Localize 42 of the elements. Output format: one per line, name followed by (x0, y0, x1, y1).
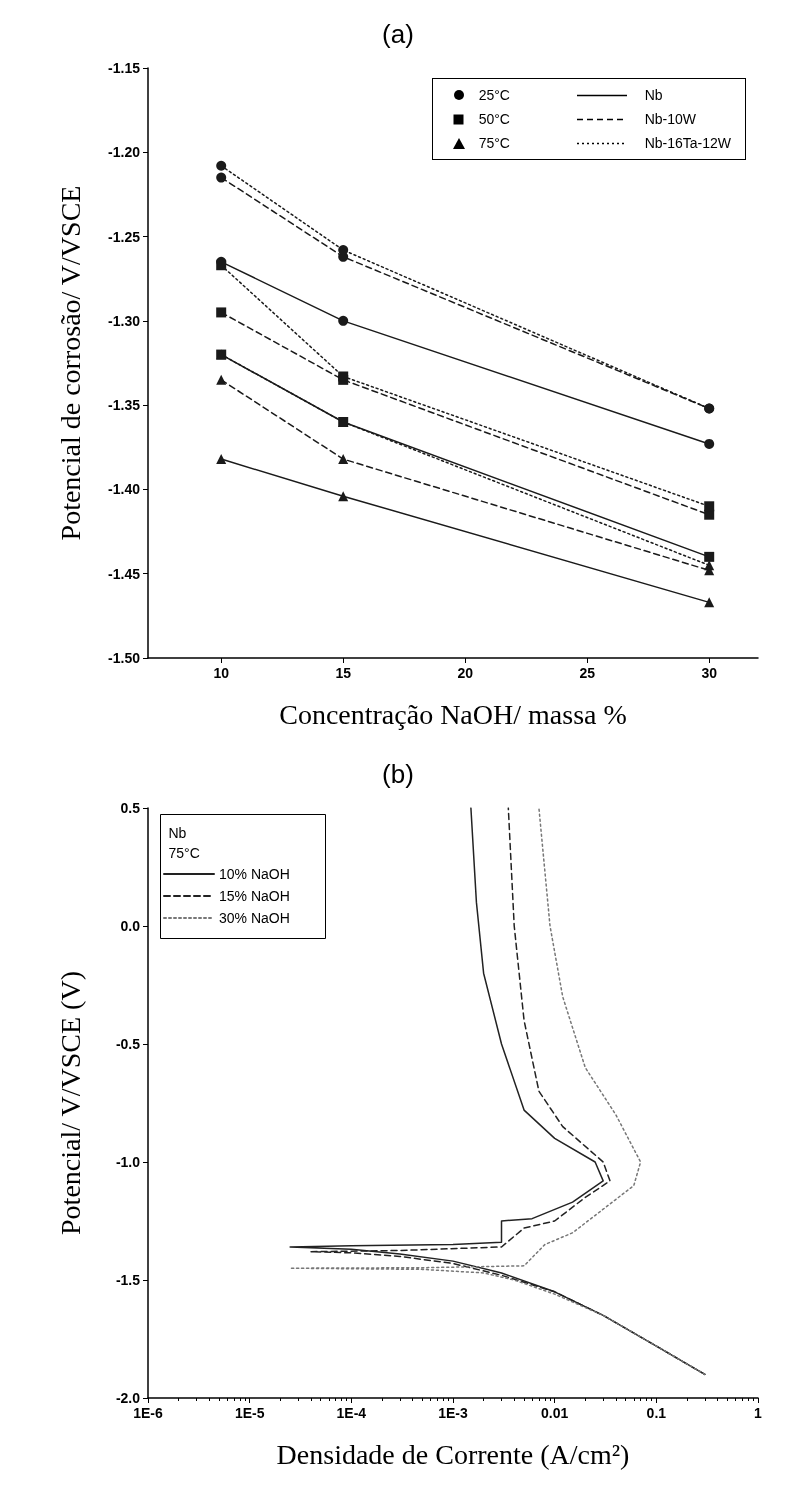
chart-title: (b) (382, 759, 414, 789)
annotation: Nb-16Ta-12W (644, 135, 731, 151)
y-tick-label: -1.25 (108, 228, 141, 245)
annotation: 75°C (478, 135, 511, 151)
annotation: 25°C (478, 87, 511, 103)
x-tick-label: 15 (335, 665, 352, 681)
x-tick-label: 0.01 (541, 1405, 569, 1421)
legend-label: 10% NaOH (219, 866, 290, 882)
y-tick-label: -2.0 (115, 1390, 141, 1406)
chart-title: (a) (382, 19, 414, 49)
x-tick-label: 25 (579, 665, 596, 681)
x-tick-label: 1 (754, 1405, 763, 1421)
y-tick-label: -1.20 (108, 144, 141, 161)
y-tick-label: -1.45 (108, 565, 141, 582)
legend-title: Nb 75°C (168, 824, 200, 861)
y-tick-label: -1.0 (115, 1154, 141, 1170)
x-tick-label: 1E-5 (234, 1405, 265, 1421)
y-tick-label: -0.5 (115, 1036, 141, 1052)
legend-label: 30% NaOH (219, 910, 290, 926)
y-axis-title: Potencial de corrosão/ V/VSCE (54, 185, 86, 541)
x-tick-label: 0.1 (646, 1405, 667, 1421)
y-tick-label: -1.35 (108, 397, 141, 414)
y-tick-label: 0.0 (120, 918, 141, 934)
annotation: 50°C (478, 111, 511, 127)
x-tick-label: 10 (213, 665, 230, 681)
y-tick-label: -1.40 (108, 481, 141, 498)
y-tick-label: 0.5 (120, 800, 141, 816)
y-tick-label: -1.15 (108, 60, 141, 76)
x-tick-label: 20 (457, 665, 474, 681)
y-tick-label: -1.30 (108, 312, 141, 329)
annotation: Nb-10W (644, 111, 697, 127)
x-axis-title: Densidade de Corrente (A/cm²) (276, 1438, 630, 1470)
x-tick-label: 1E-4 (336, 1405, 367, 1421)
x-axis-title: Concentração NaOH/ massa % (279, 698, 627, 730)
legend-label: 15% NaOH (219, 888, 290, 904)
x-tick-label: 1E-3 (438, 1405, 468, 1421)
y-tick-label: -1.50 (108, 650, 141, 666)
x-tick-label: 1E-6 (133, 1405, 163, 1421)
y-tick-label: -1.5 (115, 1272, 141, 1288)
annotation: Nb (644, 87, 664, 103)
x-tick-label: 30 (701, 665, 718, 681)
y-axis-title: Potencial/ V/VSCE (V) (54, 971, 86, 1235)
